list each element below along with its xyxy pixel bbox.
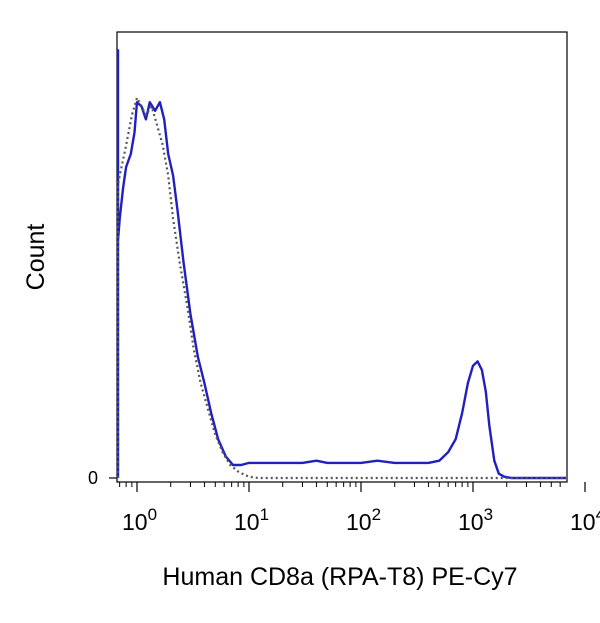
x-tick-label: 103: [458, 505, 493, 535]
x-tick-label: 102: [346, 505, 381, 535]
series-layer: [116, 49, 566, 480]
x-tick-exponent: 0: [148, 505, 157, 524]
x-tick-label: 100: [122, 505, 157, 535]
x-tick-base: 10: [346, 509, 372, 535]
x-axis-title: Human CD8a (RPA-T8) PE-Cy7: [162, 563, 517, 591]
x-tick-base: 10: [234, 509, 260, 535]
x-tick-label: 104: [570, 505, 600, 535]
x-axis-ticks: 100101102103104: [109, 477, 600, 535]
x-tick-base: 10: [458, 509, 484, 535]
x-tick-exponent: 1: [260, 505, 269, 524]
x-tick-exponent: 4: [596, 505, 600, 524]
stained-sample-line: [116, 49, 566, 480]
x-tick-exponent: 2: [372, 505, 381, 524]
isotype-control-line: [116, 96, 566, 480]
y-axis-title: Count: [22, 224, 50, 291]
x-tick-base: 10: [122, 509, 148, 535]
y-zero-label: 0: [88, 468, 98, 488]
x-tick-label: 101: [234, 505, 269, 535]
plot-frame: [116, 31, 568, 483]
x-tick-exponent: 3: [484, 505, 493, 524]
x-tick-base: 10: [570, 509, 596, 535]
